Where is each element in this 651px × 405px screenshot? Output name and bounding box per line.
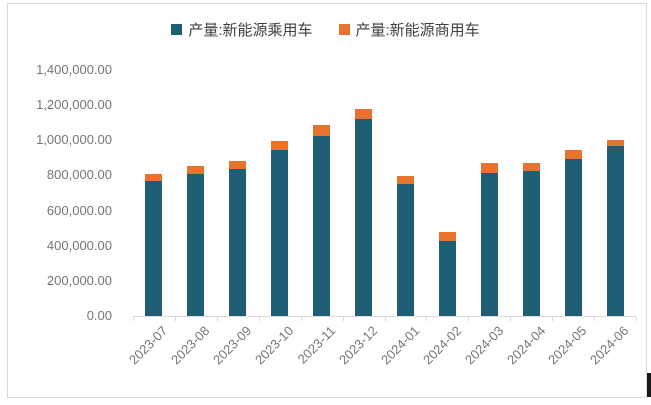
bar-segment-commercial xyxy=(271,140,289,150)
x-axis-category-label: 2023-09 xyxy=(210,323,255,368)
x-axis-category-label: 2023-12 xyxy=(335,323,381,368)
x-axis-category-label: 2023-11 xyxy=(294,323,339,367)
x-axis-category-label: 2024-03 xyxy=(461,323,506,368)
x-axis-tick xyxy=(636,317,638,321)
legend-label: 产量:新能源商用车 xyxy=(355,21,480,39)
bar-segment-commercial xyxy=(564,150,582,160)
x-axis-tick xyxy=(216,317,218,321)
legend-item-0: 产量:新能源乘用车 xyxy=(171,19,313,40)
y-axis-tick-label: 0.00 xyxy=(86,308,112,323)
y-axis-tick-label: 800,000.00 xyxy=(46,167,112,183)
bar-segment-commercial xyxy=(355,109,373,120)
bar-segment-passenger xyxy=(229,168,247,316)
bar-segment-passenger xyxy=(480,173,498,316)
bar-segment-passenger xyxy=(355,119,373,316)
bar-segment-passenger xyxy=(564,159,582,316)
y-axis-tick-label: 200,000.00 xyxy=(46,272,112,288)
y-axis-tick-label: 600,000.00 xyxy=(46,202,112,218)
bar-segment-commercial xyxy=(145,174,163,182)
chart-legend: 产量:新能源乘用车 产量:新能源商用车 xyxy=(0,19,651,39)
screenshot-edge-artifact xyxy=(647,373,651,397)
x-axis-category-label: 2024-04 xyxy=(503,323,548,368)
bar-segment-commercial xyxy=(438,232,456,241)
bar-segment-passenger xyxy=(606,146,624,316)
x-axis-tick xyxy=(510,317,512,321)
legend-label: 产量:新能源乘用车 xyxy=(188,21,313,39)
bar-segment-passenger xyxy=(313,136,331,316)
x-axis-tick xyxy=(258,317,260,321)
bar-segment-commercial xyxy=(606,139,624,147)
y-axis-tick-label: 400,000.00 xyxy=(46,237,112,253)
bar-segment-commercial xyxy=(229,161,247,169)
x-axis-line xyxy=(133,316,637,317)
x-axis-tick xyxy=(300,317,302,321)
bar-segment-passenger xyxy=(522,171,540,316)
bar-segment-commercial xyxy=(187,166,205,175)
legend-swatch-icon xyxy=(338,23,350,35)
x-axis-tick xyxy=(384,317,386,321)
bar-segment-passenger xyxy=(271,149,289,316)
x-axis-category-label: 2024-05 xyxy=(545,323,590,368)
bar-segment-commercial xyxy=(522,162,540,172)
bar-segment-passenger xyxy=(187,174,205,316)
bar-segment-passenger xyxy=(145,181,163,316)
x-axis-tick xyxy=(174,317,176,321)
bar-segment-passenger xyxy=(438,240,456,316)
x-axis-category-label: 2024-02 xyxy=(419,323,465,368)
x-axis-tick xyxy=(342,317,344,321)
x-axis-tick xyxy=(552,317,554,321)
x-axis-category-label: 2023-10 xyxy=(251,323,297,368)
x-axis-category-label: 2024-06 xyxy=(587,323,632,368)
x-axis-category-label: 2023-07 xyxy=(126,323,171,368)
x-axis-tick xyxy=(426,317,428,321)
x-axis-tick xyxy=(594,317,596,321)
legend-swatch-icon xyxy=(171,23,183,35)
x-axis-tick xyxy=(133,317,134,321)
x-axis-category-label: 2024-01 xyxy=(377,323,423,368)
x-axis-tick xyxy=(468,317,470,321)
x-axis-category-label: 2023-08 xyxy=(168,323,213,368)
bar-segment-commercial xyxy=(480,163,498,174)
bar-segment-commercial xyxy=(396,175,414,185)
y-axis-tick-label: 1,400,000.00 xyxy=(36,62,112,77)
bar-segment-passenger xyxy=(396,184,414,316)
legend-item-1: 产量:新能源商用车 xyxy=(338,19,480,40)
y-axis-tick-label: 1,200,000.00 xyxy=(36,97,112,113)
y-axis-tick-label: 1,000,000.00 xyxy=(36,132,112,148)
bar-segment-commercial xyxy=(313,124,331,137)
